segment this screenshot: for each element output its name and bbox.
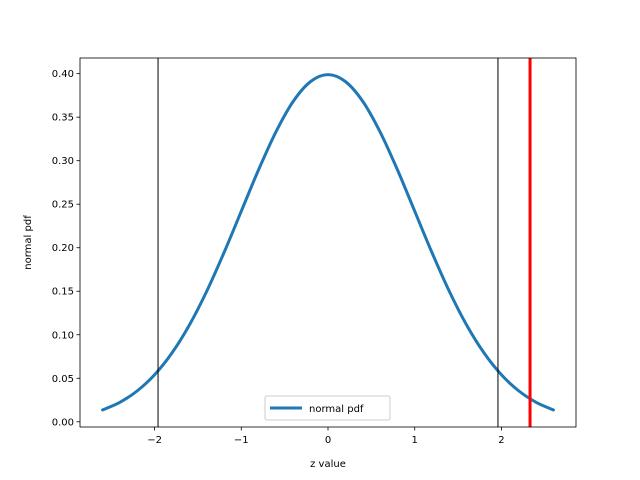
- plot-frame: [79, 57, 577, 428]
- x-axis-ticks: −2 −1 0 1 2: [147, 427, 505, 446]
- y-tick-label: 0.25: [52, 200, 74, 211]
- x-tick-label: −2: [147, 435, 162, 446]
- x-tick-label: 0: [325, 435, 331, 446]
- y-axis-label: normal pdf: [23, 215, 34, 270]
- x-tick-label: 1: [412, 435, 418, 446]
- y-tick-label: 0.10: [52, 330, 74, 341]
- x-tick-label: 2: [498, 435, 504, 446]
- y-tick-label: 0.05: [52, 374, 74, 385]
- y-tick-label: 0.15: [52, 287, 74, 298]
- y-tick-label: 0.40: [52, 69, 74, 80]
- plot-lines: [101, 58, 555, 427]
- legend: normal pdf: [264, 395, 391, 421]
- y-axis-ticks: 0.00 0.05 0.10 0.15 0.20 0.25 0.30 0.35 0.40: [52, 69, 80, 428]
- x-tick-label: −1: [234, 435, 249, 446]
- y-tick-label: 0.20: [52, 243, 74, 254]
- y-tick-label: 0.35: [52, 113, 74, 124]
- x-axis-label: z value: [310, 459, 346, 470]
- series-line-0: [101, 73, 555, 412]
- legend-box: [264, 395, 391, 421]
- y-tick-label: 0.00: [52, 417, 74, 428]
- y-tick-label: 0.30: [52, 156, 74, 167]
- legend-label: normal pdf: [309, 404, 364, 415]
